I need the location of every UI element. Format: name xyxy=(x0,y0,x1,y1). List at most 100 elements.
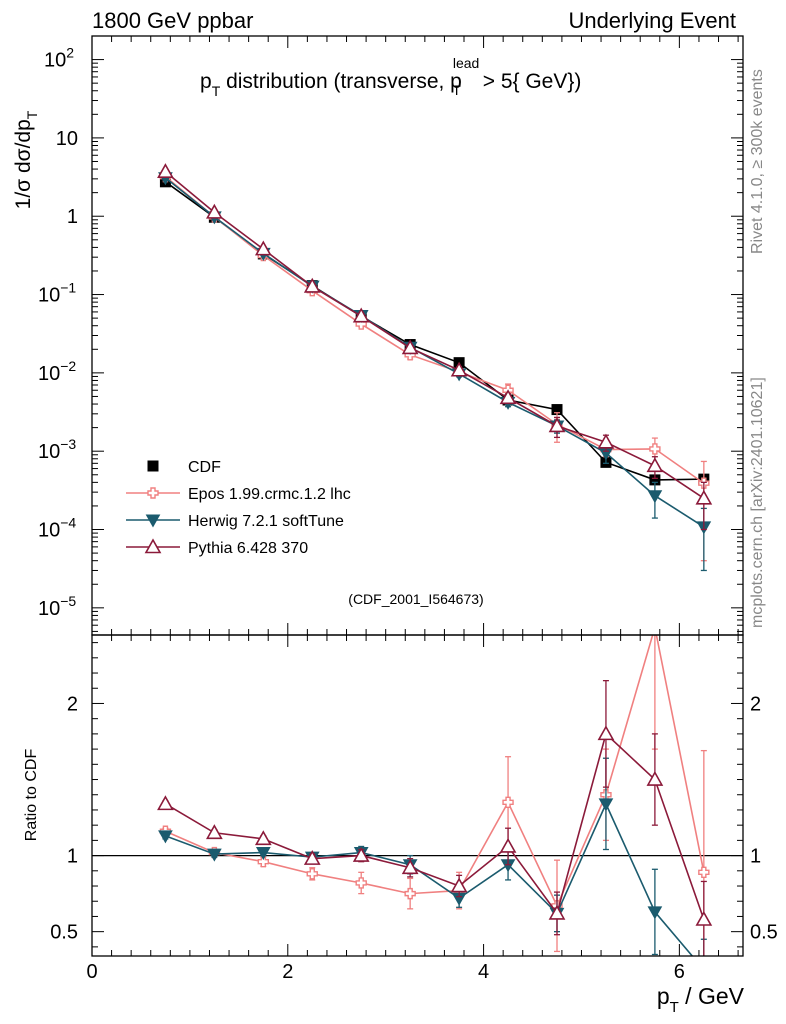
main-plot-title: pT distribution (transverse, plead T > 5{… xyxy=(200,55,581,99)
ratio-point-herwig-7-2-1-softtune xyxy=(255,847,271,861)
ratio-point-epos-1-99-crmc-1-2-lhc xyxy=(650,622,660,632)
ratio-point-pythia-6-428-370 xyxy=(548,904,566,920)
ratio-point-pythia-6-428-370 xyxy=(303,849,321,865)
ratio-point-herwig-7-2-1-softtune xyxy=(598,798,614,812)
main-point-pythia-6-428-370 xyxy=(597,433,615,449)
ratio-panel-frame xyxy=(91,634,744,957)
main-line-herwig-7-2-1-softtune xyxy=(164,177,705,528)
ratio-point-pythia-6-428-370 xyxy=(206,824,223,840)
x-tick-label: 0 xyxy=(86,961,97,983)
legend-marker xyxy=(144,538,162,554)
header-right-label: Underlying Event xyxy=(568,8,736,33)
main-point-pythia-6-428-370 xyxy=(450,361,468,377)
main-point-pythia-6-428-370 xyxy=(157,163,174,179)
y-tick-label: 10−4 xyxy=(38,515,76,542)
main-point-cdf xyxy=(551,404,563,416)
main-y-axis-label: 1/σ dσ/dpT xyxy=(12,110,40,209)
ratio-series-herwig-7-2-1-softtune xyxy=(158,757,710,977)
y-tick-label: 10 xyxy=(56,128,78,150)
main-point-epos-1-99-crmc-1-2-lhc xyxy=(649,443,661,455)
main-series-pythia-6-428-370 xyxy=(157,163,713,531)
ratio-point-pythia-6-428-370 xyxy=(401,859,419,875)
main-point-pythia-6-428-370 xyxy=(254,240,272,256)
main-point-pythia-6-428-370 xyxy=(401,339,419,355)
x-tick-label: 4 xyxy=(478,961,489,983)
ratio-point-pythia-6-428-370 xyxy=(157,795,174,811)
main-point-pythia-6-428-370 xyxy=(548,417,566,433)
ratio-point-epos-1-99-crmc-1-2-lhc xyxy=(306,868,318,880)
ratio-series-group xyxy=(157,622,713,977)
main-point-pythia-6-428-370 xyxy=(352,307,370,323)
legend-item-cdf: CDF xyxy=(147,459,221,476)
analysis-watermark: (CDF_2001_I564673) xyxy=(348,591,483,607)
main-point-pythia-6-428-370 xyxy=(695,489,713,505)
ratio-y-tick-label: 0.5 xyxy=(50,922,78,944)
ratio-line-epos-1-99-crmc-1-2-lhc xyxy=(165,635,705,908)
ratio-series-pythia-6-428-370 xyxy=(157,679,713,956)
main-point-cdf xyxy=(649,474,661,486)
y-tick-label: 10−1 xyxy=(38,280,76,307)
svg-text:1/σ dσ/dpT: 1/σ dσ/dpT xyxy=(12,110,40,209)
main-series-group xyxy=(157,163,713,572)
ratio-point-herwig-7-2-1-softtune xyxy=(697,965,710,977)
ratio-point-pythia-6-428-370 xyxy=(499,837,517,853)
y-tick-label: 102 xyxy=(44,45,74,72)
legend-marker xyxy=(147,487,159,499)
ratio-point-epos-1-99-crmc-1-2-lhc xyxy=(257,855,270,868)
ratio-point-pythia-6-428-370 xyxy=(254,830,272,846)
ratio-point-pythia-6-428-370 xyxy=(597,725,615,741)
main-point-herwig-7-2-1-softtune xyxy=(647,490,663,504)
x-tick-label: 2 xyxy=(282,961,293,983)
ratio-point-epos-1-99-crmc-1-2-lhc xyxy=(698,866,710,879)
ratio-y-tick-label-right: 2 xyxy=(750,693,761,715)
ratio-line-pythia-6-428-370 xyxy=(165,732,705,920)
main-point-pythia-6-428-370 xyxy=(499,389,517,405)
legend-label: Herwig 7.2.1 softTune xyxy=(188,513,344,530)
header-left-label: 1800 GeV ppbar xyxy=(92,8,253,33)
ratio-point-pythia-6-428-370 xyxy=(450,877,468,893)
main-line-epos-1-99-crmc-1-2-lhc xyxy=(164,176,705,484)
ratio-point-herwig-7-2-1-softtune xyxy=(207,848,222,862)
main-point-pythia-6-428-370 xyxy=(303,277,321,293)
legend-label: Pythia 6.428 370 xyxy=(188,540,308,557)
ratio-point-epos-1-99-crmc-1-2-lhc xyxy=(502,796,514,809)
legend-item-pythia-6-428-370: Pythia 6.428 370 xyxy=(126,538,308,557)
ratio-axes: 0 2 4 6 0.5 0.5 1 1 2 2 xyxy=(50,635,778,983)
x-tick-label: 6 xyxy=(674,961,685,983)
legend-item-epos-1-99-crmc-1-2-lhc: Epos 1.99.crmc.1.2 lhc xyxy=(126,486,351,503)
main-axes: 102 10 1 10−1 10−2 10−3 10−4 10−5 xyxy=(38,35,743,635)
ratio-point-pythia-6-428-370 xyxy=(352,846,370,862)
rivet-version-label: Rivet 4.1.0, ≥ 300k events xyxy=(749,69,766,254)
ratio-y-axis-label: Ratio to CDF xyxy=(23,749,40,842)
legend-label: Epos 1.99.crmc.1.2 lhc xyxy=(188,486,351,503)
y-tick-label: 10−5 xyxy=(38,593,76,620)
ratio-point-epos-1-99-crmc-1-2-lhc xyxy=(355,877,367,889)
ratio-y-tick-label: 2 xyxy=(67,693,78,715)
legend-marker xyxy=(147,460,159,472)
legend: CDF Epos 1.99.crmc.1.2 lhc Herwig 7.2.1 so… xyxy=(126,459,351,557)
x-axis-label: pT / GeV xyxy=(657,983,745,1016)
legend-marker xyxy=(145,514,161,528)
main-line-pythia-6-428-370 xyxy=(164,171,705,500)
ratio-y-tick-label-right: 0.5 xyxy=(750,922,778,944)
main-point-pythia-6-428-370 xyxy=(646,457,664,473)
ratio-point-epos-1-99-crmc-1-2-lhc xyxy=(404,887,416,900)
y-tick-label: 1 xyxy=(67,206,78,228)
mcplots-url-label: mcplots.cern.ch [arXiv:2401.10621] xyxy=(749,377,766,628)
ratio-y-tick-label: 1 xyxy=(67,846,78,868)
ratio-y-tick-label-right: 1 xyxy=(750,846,761,868)
ratio-point-herwig-7-2-1-softtune xyxy=(647,906,663,920)
ratio-series-epos-1-99-crmc-1-2-lhc xyxy=(159,622,710,956)
ratio-point-pythia-6-428-370 xyxy=(646,770,664,786)
legend-item-herwig-7-2-1-softtune: Herwig 7.2.1 softTune xyxy=(126,513,344,530)
ratio-point-pythia-6-428-370 xyxy=(695,910,713,926)
ratio-line-herwig-7-2-1-softtune xyxy=(165,801,694,956)
main-series-cdf xyxy=(159,176,710,486)
y-tick-label: 10−3 xyxy=(38,436,76,463)
main-point-pythia-6-428-370 xyxy=(206,203,223,219)
y-tick-label: 10−2 xyxy=(38,358,76,385)
ratio-point-herwig-7-2-1-softtune xyxy=(158,830,173,844)
main-line-cdf xyxy=(164,181,704,481)
legend-label: CDF xyxy=(188,459,221,476)
